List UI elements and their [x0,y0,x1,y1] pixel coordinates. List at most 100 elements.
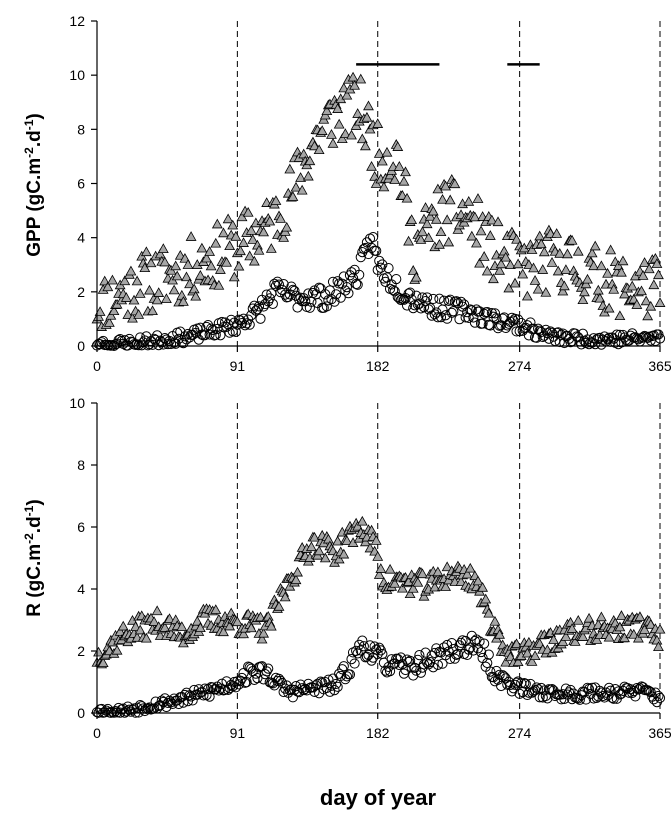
data-point [407,582,419,593]
y-tick-label: 6 [77,519,85,535]
data-point [521,647,533,658]
data-point [437,193,448,204]
data-point [97,657,109,668]
data-point [471,237,482,248]
data-point [552,265,564,276]
data-point [643,263,655,274]
data-point [531,682,542,693]
data-point [519,678,530,689]
data-point [309,140,320,151]
data-point [151,605,163,616]
data-point [626,280,638,291]
data-point [522,689,533,701]
data-point [343,288,354,299]
data-point [526,244,538,254]
data-point [606,278,618,289]
data-point [560,631,572,641]
data-point [586,247,598,258]
data-point [289,285,300,297]
data-point [455,637,467,648]
y-tick-label: 10 [69,395,85,411]
data-point [429,647,440,659]
data-point [144,284,155,295]
data-point [327,137,339,148]
data-point [508,315,519,326]
data-point [384,563,396,574]
data-point [388,285,399,296]
data-point [400,166,411,177]
data-point [381,146,393,157]
x-tick-label: 91 [230,725,246,741]
data-point [351,645,362,656]
data-point [173,698,184,710]
data-point [415,234,427,244]
x-tick-label: 274 [508,358,532,374]
data-point [491,313,502,324]
data-point [278,279,289,290]
data-point [179,331,191,342]
data-point [184,278,195,289]
data-point [359,140,371,151]
data-point [414,650,425,661]
data-point [393,161,405,171]
data-point [127,337,138,348]
data-point [429,581,441,592]
data-point [133,309,145,319]
data-point [504,259,516,270]
data-point [448,306,459,317]
y-tick-label: 8 [77,121,85,137]
data-point [570,328,581,339]
data-point [201,252,212,263]
data-point [140,632,152,643]
data-point [494,669,505,681]
data-point [304,302,315,313]
data-point [253,301,265,312]
data-point [440,581,452,591]
data-point [479,638,490,649]
x-tick-label: 365 [648,725,671,741]
data-point [407,265,419,275]
y-tick-label: 2 [77,643,85,659]
data-point [474,636,485,647]
data-point [628,685,639,697]
data-point [332,535,344,546]
data-point [380,665,391,676]
data-point [239,320,251,331]
data-point [577,294,589,305]
data-point [346,267,357,278]
data-point [572,245,584,256]
data-point [632,632,644,643]
data-point [468,645,479,656]
data-point [227,219,239,230]
data-point [595,611,607,622]
data-point [272,675,283,686]
data-point [614,310,626,321]
data-point [322,533,334,544]
data-point [235,245,246,256]
data-point [159,622,171,632]
data-point [357,635,368,646]
data-point [529,650,541,661]
data-point [332,681,343,692]
data-point [557,328,568,339]
data-point [546,257,558,267]
data-point [238,628,249,639]
data-point [319,552,331,563]
data-point [430,214,442,224]
data-point [481,265,493,276]
data-point [256,633,268,644]
data-point [106,274,118,285]
data-point [603,682,615,693]
data-point [236,318,248,329]
y-axis-title-superscript: -2 [22,533,36,544]
data-point [283,291,294,303]
data-point [550,690,561,702]
data-point [94,306,106,316]
data-point [645,619,657,629]
y-tick-label: 12 [69,13,85,29]
data-point [304,155,316,166]
data-point [512,258,524,269]
data-point [469,635,481,647]
data-point [119,275,131,286]
